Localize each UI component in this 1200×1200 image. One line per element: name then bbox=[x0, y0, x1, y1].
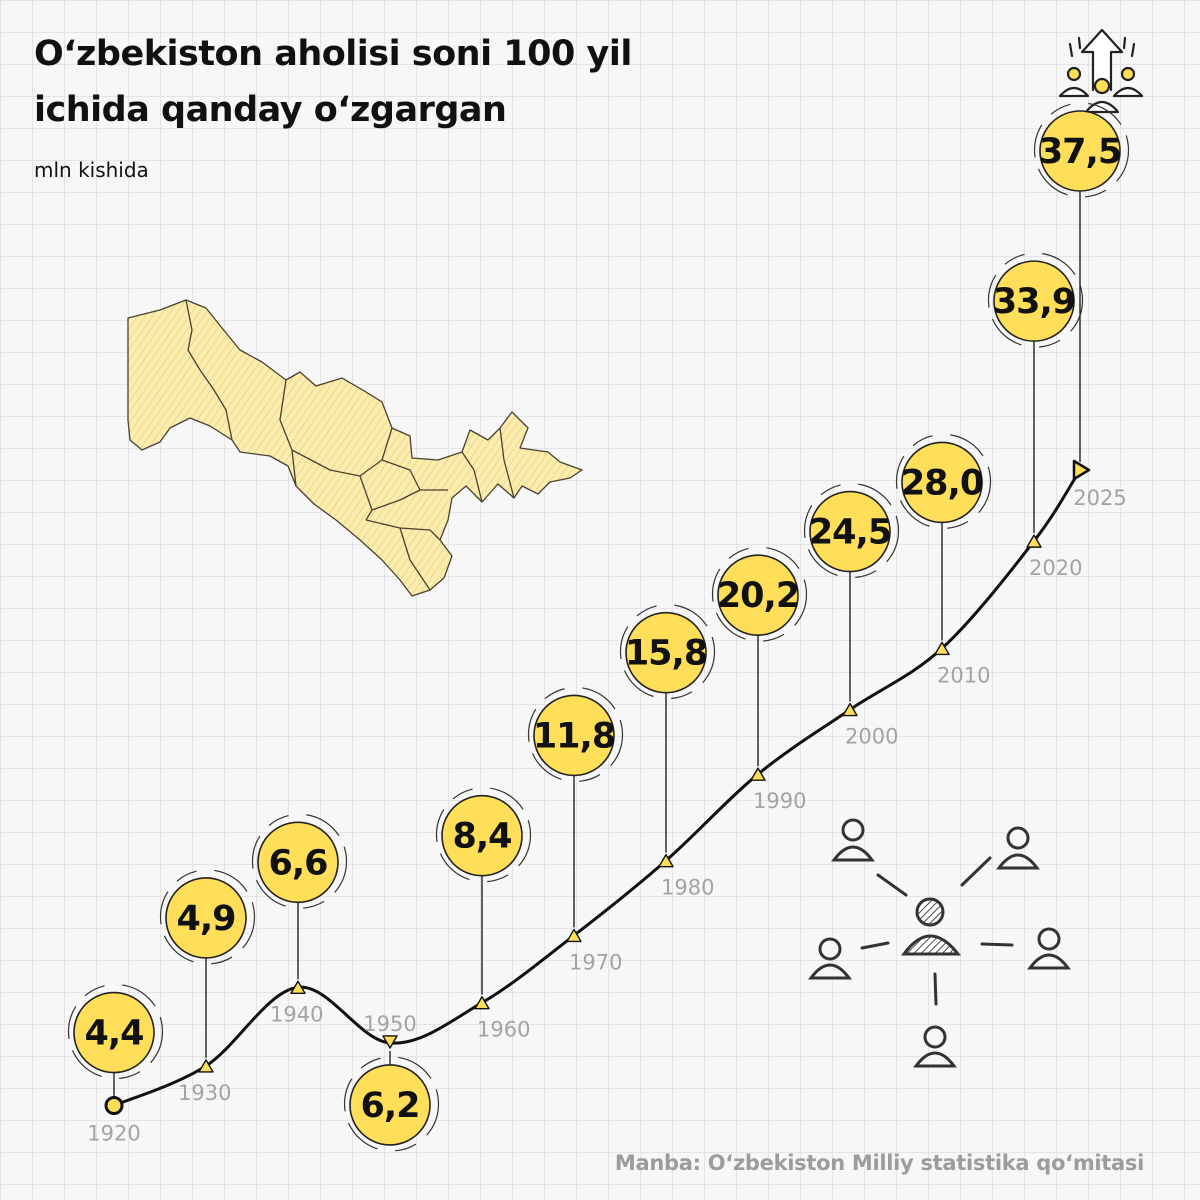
data-label: 4,4 bbox=[84, 1014, 143, 1054]
data-label: 4,9 bbox=[176, 899, 235, 939]
value-bubble bbox=[73, 991, 155, 1074]
point-marker bbox=[474, 996, 490, 1010]
bubble-ring bbox=[527, 686, 624, 783]
start-marker bbox=[104, 1096, 124, 1116]
data-label: 15,8 bbox=[625, 634, 707, 674]
unit-label: mln kishida bbox=[34, 158, 149, 182]
bubble-ring bbox=[251, 813, 348, 909]
point-marker bbox=[382, 1035, 398, 1049]
bubble-ring bbox=[343, 1056, 440, 1152]
bubble-ring bbox=[895, 433, 992, 529]
data-label: 28,0 bbox=[901, 463, 983, 503]
value-bubble bbox=[349, 1064, 431, 1146]
data-label: 33,9 bbox=[993, 282, 1075, 322]
bubble-ring bbox=[803, 482, 900, 579]
point-marker bbox=[842, 702, 858, 717]
year-tick-label: 1930 bbox=[178, 1081, 231, 1105]
value-bubble bbox=[533, 694, 615, 777]
year-tick-label: 1960 bbox=[477, 1018, 530, 1042]
point-marker bbox=[290, 980, 306, 994]
bubble-ring bbox=[711, 546, 808, 642]
series-line bbox=[112, 468, 1082, 1108]
chart-title-line-1: O‘zbekiston aholisi soni 100 yil bbox=[34, 34, 632, 74]
bubble-ring bbox=[1033, 102, 1130, 198]
value-bubble bbox=[901, 441, 983, 524]
year-tick-label: 1970 bbox=[569, 950, 622, 974]
data-label: 37,5 bbox=[1039, 132, 1121, 172]
point-marker bbox=[566, 928, 582, 943]
data-label: 24,5 bbox=[809, 513, 891, 553]
point-marker bbox=[934, 641, 950, 656]
value-bubble bbox=[809, 490, 891, 573]
year-tick-label: 1920 bbox=[87, 1122, 140, 1146]
value-bubble bbox=[165, 877, 247, 959]
bubble-ring bbox=[987, 252, 1084, 348]
year-tick-label: 1990 bbox=[753, 789, 806, 813]
year-tick-label: 1940 bbox=[270, 1002, 323, 1026]
year-tick-label: 2010 bbox=[937, 663, 990, 687]
value-bubble bbox=[993, 260, 1075, 342]
chart-title: O‘zbekiston aholisi soni 100 yil ichida … bbox=[34, 26, 632, 138]
year-tick-label: 2000 bbox=[845, 725, 898, 749]
data-label: 6,6 bbox=[268, 843, 327, 883]
year-tick-label: 1980 bbox=[661, 876, 714, 900]
value-bubble bbox=[257, 821, 339, 904]
data-label: 11,8 bbox=[533, 716, 615, 756]
data-label: 6,2 bbox=[360, 1086, 419, 1126]
value-bubble bbox=[1039, 110, 1121, 192]
data-label: 8,4 bbox=[452, 817, 511, 857]
year-tick-label: 2020 bbox=[1029, 556, 1082, 580]
year-tick-label: 1950 bbox=[363, 1012, 416, 1036]
year-tick-label: 2025 bbox=[1073, 486, 1126, 510]
bubble-ring bbox=[67, 983, 164, 1080]
data-label: 20,2 bbox=[717, 576, 799, 616]
point-marker bbox=[658, 853, 674, 868]
bubble-ring bbox=[159, 869, 256, 965]
point-marker bbox=[750, 767, 766, 781]
value-bubble bbox=[441, 794, 523, 877]
point-marker bbox=[198, 1059, 214, 1073]
chart-title-line-2: ichida qanday o‘zgargan bbox=[34, 90, 507, 130]
bubble-ring bbox=[435, 787, 532, 883]
source-note: Manba: O‘zbekiston Milliy statistika qo‘… bbox=[614, 1151, 1144, 1175]
value-bubble bbox=[625, 611, 707, 694]
bubble-ring bbox=[619, 604, 716, 700]
point-marker bbox=[1026, 534, 1042, 548]
value-bubble bbox=[717, 554, 799, 636]
end-arrow-marker bbox=[1072, 459, 1091, 481]
